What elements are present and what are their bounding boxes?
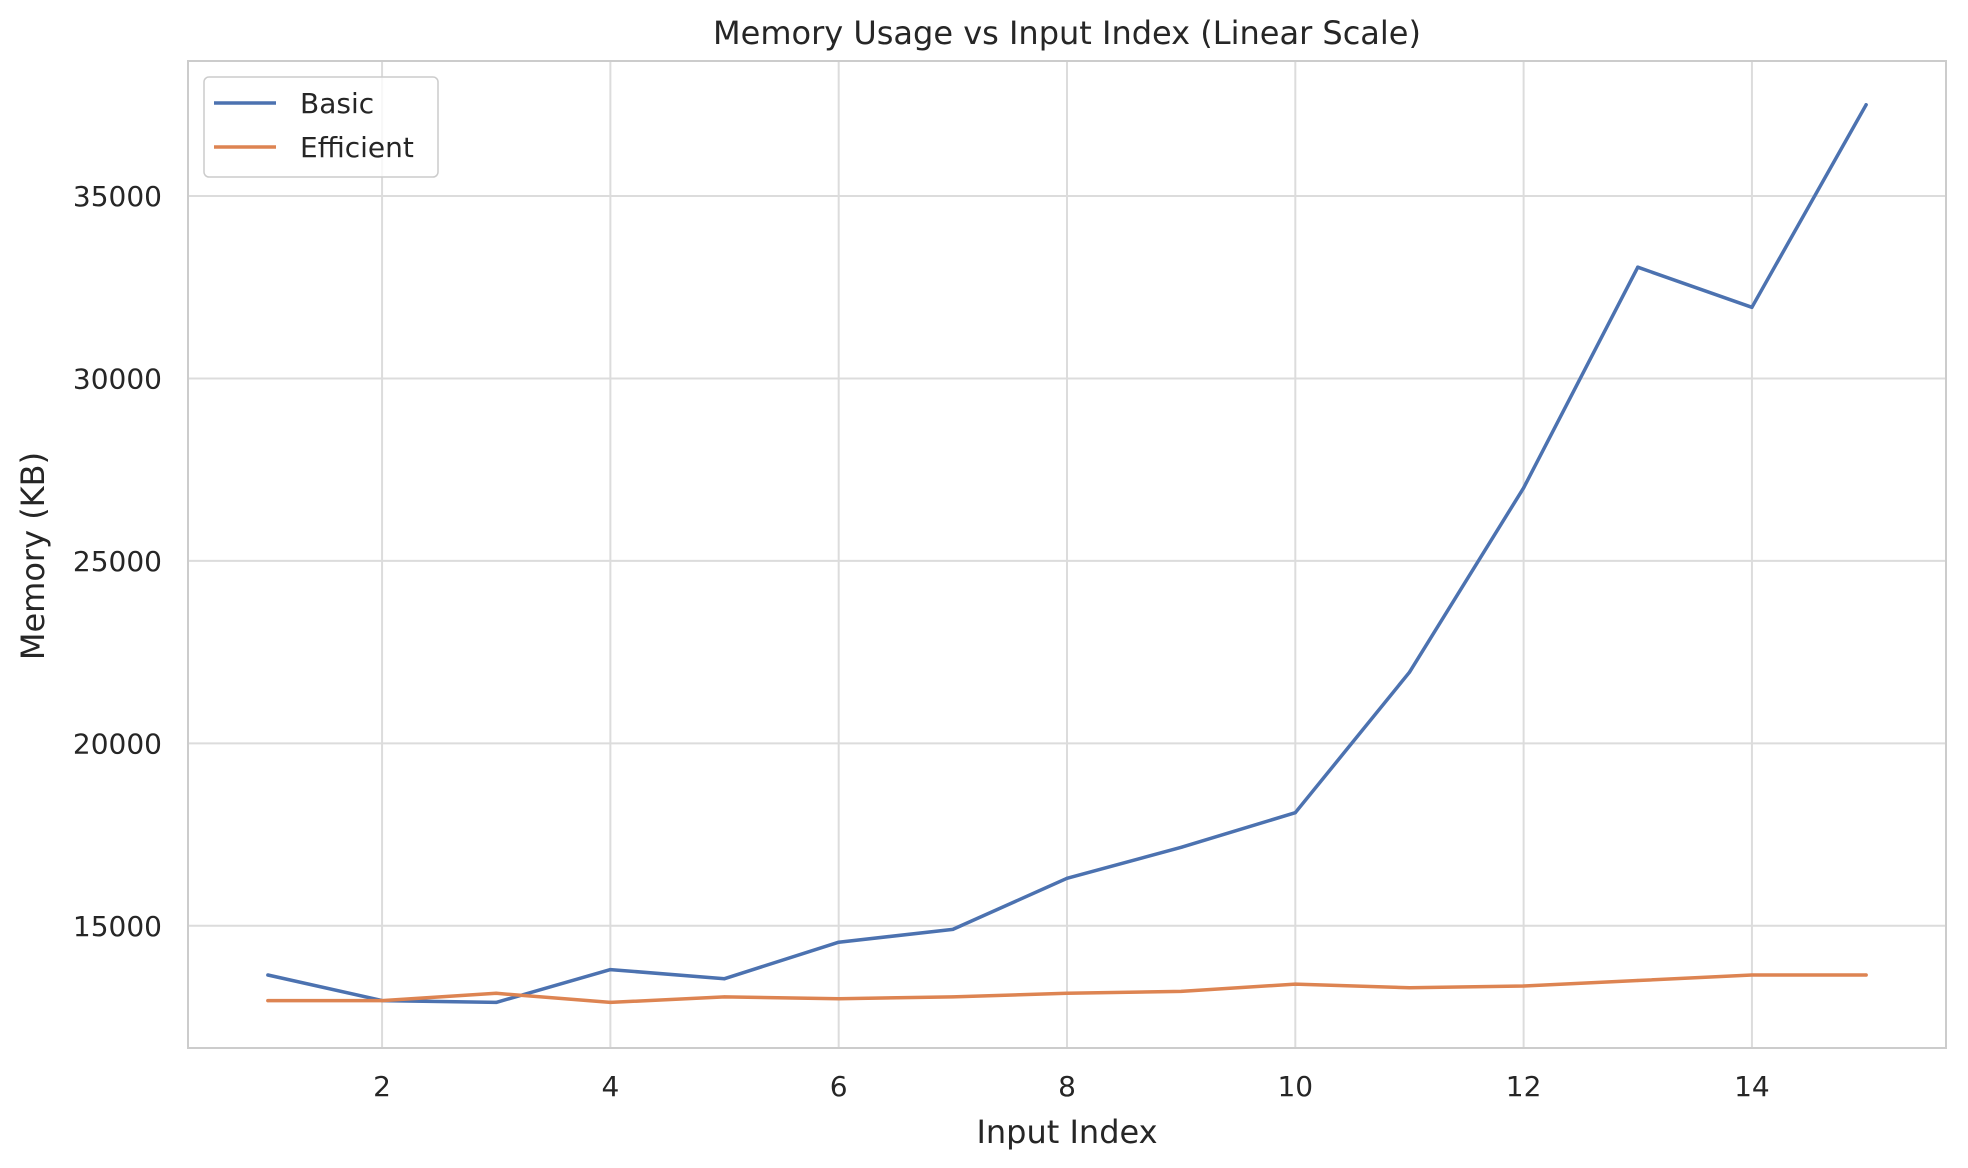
data-point-efficient <box>1522 984 1526 988</box>
x-tick-label: 12 <box>1506 1070 1542 1103</box>
data-point-efficient <box>1293 982 1297 986</box>
data-point-basic <box>1065 876 1069 880</box>
x-tick-label: 6 <box>830 1070 848 1103</box>
data-point-efficient <box>608 1000 612 1004</box>
grid <box>188 61 1946 1048</box>
data-point-basic <box>266 973 270 977</box>
data-point-efficient <box>1636 978 1640 983</box>
data-point-efficient <box>1179 989 1183 994</box>
legend-label-efficient: Efficient <box>300 131 414 164</box>
data-point-basic <box>1636 265 1640 269</box>
data-point-efficient <box>1065 991 1069 995</box>
data-point-basic <box>837 940 841 944</box>
data-point-basic <box>1179 845 1183 849</box>
data-point-basic <box>1407 670 1412 674</box>
x-tick-label: 10 <box>1277 1070 1313 1103</box>
y-tick-label: 15000 <box>73 910 162 943</box>
data-point-basic <box>1750 305 1754 309</box>
data-point-basic <box>1522 486 1526 490</box>
y-tick-label: 30000 <box>73 362 162 395</box>
chart-title: Memory Usage vs Input Index (Linear Scal… <box>713 14 1421 52</box>
x-tick-label: 2 <box>373 1070 391 1103</box>
x-tick-label: 4 <box>601 1070 619 1103</box>
data-point-efficient <box>722 995 727 999</box>
data-point-efficient <box>1750 973 1754 977</box>
data-point-basic <box>1864 103 1868 107</box>
y-tick-label: 35000 <box>73 180 162 213</box>
x-tick-label: 8 <box>1058 1070 1076 1103</box>
y-tick-label: 20000 <box>73 727 162 760</box>
data-point-basic <box>722 977 727 981</box>
data-point-basic <box>951 927 955 932</box>
legend: Basic Efficient <box>203 76 439 178</box>
data-point-efficient <box>1407 986 1412 990</box>
x-axis-label: Input Index <box>976 1113 1157 1151</box>
legend-label-basic: Basic <box>300 87 374 120</box>
y-axis-label: Memory (KB) <box>14 452 52 660</box>
data-point-basic <box>1293 811 1297 815</box>
data-point-efficient <box>837 997 841 1001</box>
tick-labels: 2 4 6 8 10 12 14 15000 20000 25000 30000 35000 <box>73 180 1770 1103</box>
y-tick-label: 25000 <box>73 545 162 578</box>
data-point-basic <box>494 1000 498 1004</box>
data-point-efficient <box>266 998 270 1003</box>
data-point-efficient <box>951 995 955 999</box>
data-point-basic <box>608 967 612 972</box>
x-tick-label: 14 <box>1734 1070 1770 1103</box>
data-point-efficient <box>1864 973 1868 977</box>
series-lines <box>266 103 1868 1005</box>
data-point-efficient <box>494 991 498 995</box>
data-point-efficient <box>380 998 384 1003</box>
plot-frame <box>187 60 1947 1049</box>
